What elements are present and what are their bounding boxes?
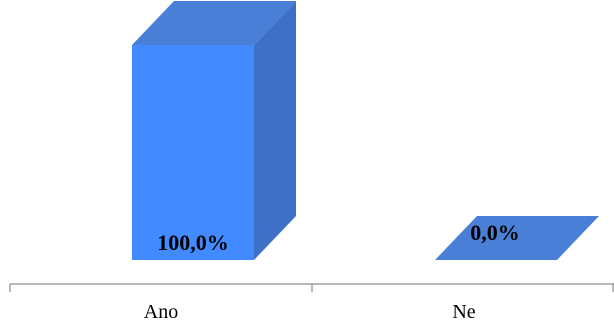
data-labels: 100,0% 0,0% <box>157 220 520 255</box>
bar-top-ne <box>435 216 599 260</box>
bar-top-ano <box>132 1 296 45</box>
bar-ano <box>132 45 254 260</box>
x-axis <box>9 283 614 292</box>
bars-layer <box>132 1 599 260</box>
category-labels: Ano Ne <box>144 301 476 323</box>
bar-side-ano <box>254 1 296 260</box>
category-label-ano: Ano <box>144 301 178 323</box>
data-label-ne: 0,0% <box>470 220 520 245</box>
category-label-ne: Ne <box>452 301 475 323</box>
data-label-ano: 100,0% <box>157 230 229 255</box>
